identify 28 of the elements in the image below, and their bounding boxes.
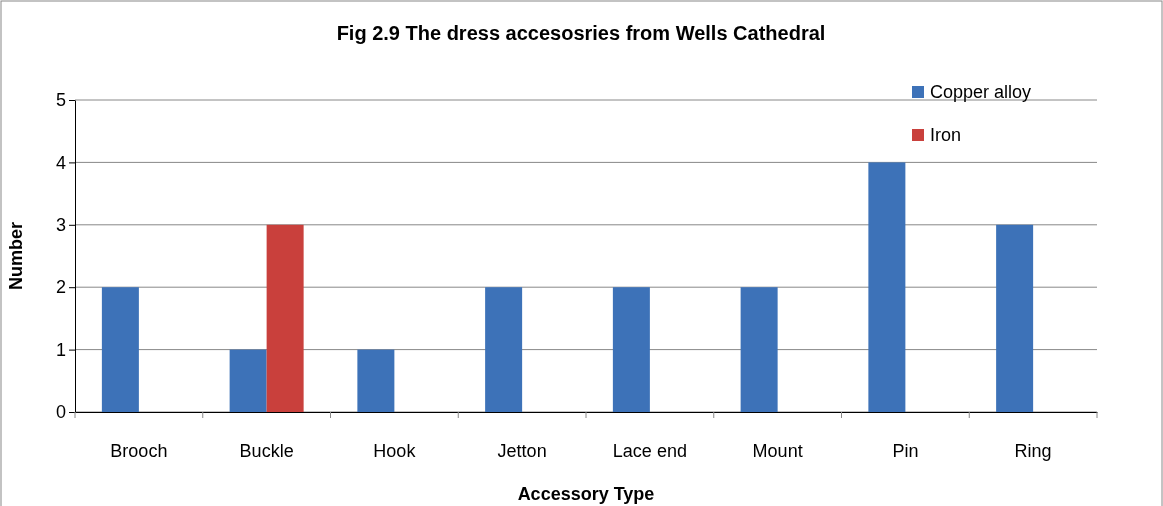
- x-tick-label: Lace end: [612, 440, 687, 461]
- legend-label: Copper alloy: [930, 82, 1032, 102]
- y-tick-label: 0: [55, 402, 66, 423]
- x-tick-label: Mount: [752, 440, 803, 461]
- bar: [266, 224, 304, 412]
- chart-title: Fig 2.9 The dress accesosries from Wells Cathedral: [336, 22, 826, 44]
- y-tick-label: 3: [55, 215, 66, 236]
- bar: [868, 162, 906, 412]
- x-tick-label: Brooch: [110, 440, 168, 461]
- y-tick-label: 5: [55, 90, 66, 111]
- bar: [996, 224, 1034, 412]
- y-tick-label: 2: [55, 277, 66, 298]
- y-tick-label: 4: [55, 152, 66, 173]
- x-tick-label: Buckle: [239, 440, 294, 461]
- bar: [740, 287, 778, 412]
- x-tick-label: Jetton: [497, 440, 547, 461]
- bar: [357, 349, 395, 412]
- x-tick-label: Hook: [373, 440, 417, 461]
- y-tick-label: 1: [55, 339, 66, 360]
- y-axis-title: Number: [6, 221, 26, 291]
- bar: [485, 287, 523, 412]
- x-tick-label: Ring: [1014, 440, 1052, 461]
- bar: [612, 287, 650, 412]
- bar: [101, 287, 139, 412]
- x-axis-title: Accessory Type: [517, 484, 655, 504]
- legend-label: Iron: [930, 125, 962, 145]
- x-tick-label: Pin: [892, 440, 919, 461]
- bar: [229, 349, 267, 412]
